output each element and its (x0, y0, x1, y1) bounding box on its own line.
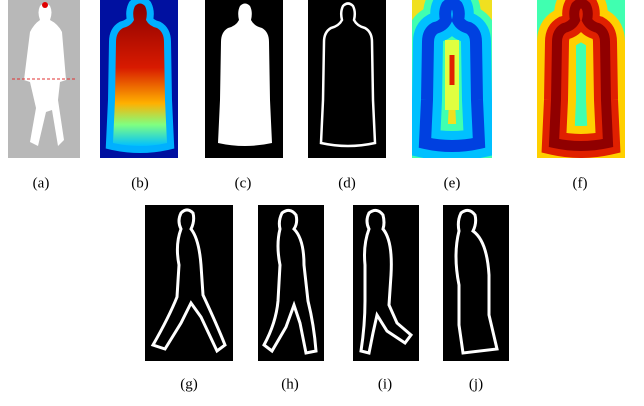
panel-j (443, 205, 509, 361)
figure: (a) (b) (c) (d) (e) (f) (g) (h) (i) (j) (0, 0, 644, 406)
panel-label: (b) (131, 175, 149, 191)
panel-clip (412, 0, 492, 158)
panel-b (100, 0, 178, 158)
marker (42, 2, 48, 8)
page-body: (a) (b) (c) (d) (e) (f) (g) (h) (i) (j) … (0, 0, 644, 406)
panel-d (308, 0, 386, 158)
panel-a (8, 0, 80, 158)
panel-label: (i) (378, 376, 392, 392)
panel-label: (e) (444, 175, 461, 191)
panel-background (443, 205, 509, 361)
panel-label: (d) (338, 175, 356, 191)
panel-c (205, 0, 283, 158)
panel-f (537, 0, 625, 158)
panel-label: (h) (281, 376, 299, 392)
panel-label: (g) (180, 376, 198, 392)
panel-g (145, 205, 233, 361)
panel-label: (c) (235, 175, 252, 191)
panel-clip (537, 0, 625, 158)
panel-label: (f) (573, 175, 588, 191)
panel-e (412, 0, 492, 158)
page: {"panels": [{"label": "(a)"}, {"label": … (0, 0, 644, 406)
panel-label: (a) (33, 175, 50, 191)
panel-h (258, 205, 324, 361)
panel-i (353, 205, 419, 361)
panel-label: (j) (469, 376, 483, 392)
